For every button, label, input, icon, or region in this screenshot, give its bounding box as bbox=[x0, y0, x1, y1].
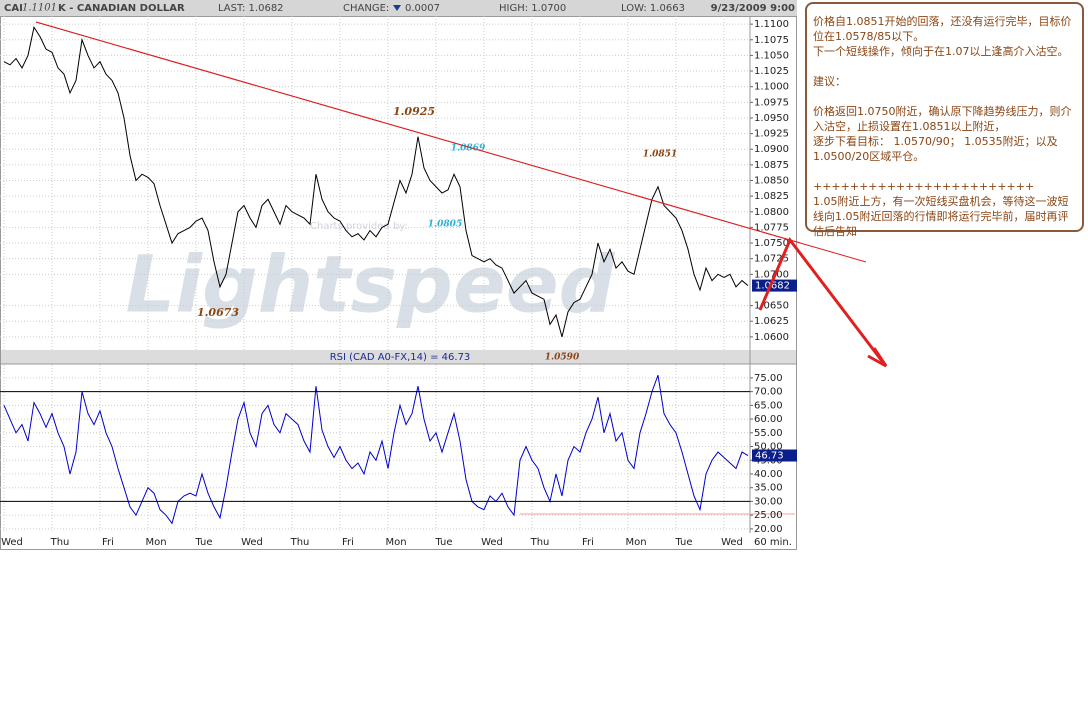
datetime: 9/23/2009 9:00 bbox=[711, 3, 795, 14]
y-tick-label: 75.00 bbox=[754, 373, 783, 384]
y-tick-label: 1.0625 bbox=[754, 316, 789, 327]
x-tick-label: Wed bbox=[241, 537, 263, 548]
y-tick-label: 1.0875 bbox=[754, 160, 789, 171]
x-tick-label: Thu bbox=[290, 537, 310, 548]
watermark-credit: Charts provided by: bbox=[310, 221, 408, 232]
y-tick-label: 35.00 bbox=[754, 483, 783, 494]
y-tick-label: 1.1100 bbox=[754, 19, 789, 30]
symbol: CAI bbox=[4, 3, 23, 14]
y-tick-label: 1.0800 bbox=[754, 207, 789, 218]
x-tick-label: Thu bbox=[530, 537, 550, 548]
instrument: K - CANADIAN DOLLAR bbox=[58, 3, 185, 14]
symbol-marker: 1.1101 bbox=[22, 3, 57, 14]
x-tick-label: Fri bbox=[102, 537, 114, 548]
high: HIGH: 1.0700 bbox=[499, 3, 566, 14]
low: LOW: 1.0663 bbox=[621, 3, 685, 14]
y-tick-label: 65.00 bbox=[754, 400, 783, 411]
change: 0.0007 bbox=[405, 3, 440, 14]
note-line: 价格返回1.0750附近，确认原下降趋势线压力，则介入沽空，止损设置在1.085… bbox=[813, 105, 1072, 133]
last: LAST: 1.0682 bbox=[218, 3, 284, 14]
y-tick-label: 1.0950 bbox=[754, 113, 789, 124]
grid bbox=[0, 16, 750, 533]
x-tick-label: Tue bbox=[194, 537, 212, 548]
annotation: 1.0805 bbox=[428, 220, 462, 230]
y-tick-label: 1.0700 bbox=[754, 269, 789, 280]
y-tick-label: 1.0900 bbox=[754, 144, 789, 155]
y-tick-label: 1.0600 bbox=[754, 332, 789, 343]
note-line: 逐步下看目标： 1.0570/90； 1.0535附近；以及1.0500/20区… bbox=[813, 135, 1058, 163]
rsi-line bbox=[3, 374, 749, 525]
last-value-label: 46.73 bbox=[755, 451, 784, 462]
x-tick-label: Wed bbox=[1, 537, 23, 548]
annotation: 1.0869 bbox=[451, 144, 486, 154]
y-tick-label: 1.0650 bbox=[754, 301, 789, 312]
y-tick-label: 60.00 bbox=[754, 414, 783, 425]
trend-line bbox=[35, 21, 800, 244]
x-tick-label: Mon bbox=[145, 537, 166, 548]
note-line: 建议： bbox=[813, 75, 846, 88]
interval-label: 60 min. bbox=[754, 537, 792, 548]
y-tick-label: 1.0850 bbox=[754, 175, 789, 186]
y-tick-label: 1.0725 bbox=[754, 254, 789, 265]
x-tick-label: Mon bbox=[625, 537, 646, 548]
x-tick-label: Wed bbox=[721, 537, 743, 548]
rsi-title: RSI (CAD A0-FX,14) = 46.73 bbox=[330, 352, 471, 363]
rsi-title-bar bbox=[0, 350, 797, 364]
y-tick-label: 40.00 bbox=[754, 469, 783, 480]
y-tick-label: 1.0750 bbox=[754, 238, 789, 249]
x-tick-label: Thu bbox=[50, 537, 70, 548]
y-tick-label: 50.00 bbox=[754, 442, 783, 453]
y-tick-label: 1.1025 bbox=[754, 66, 789, 77]
y-tick-label: 1.1050 bbox=[754, 50, 789, 61]
x-tick-label: Fri bbox=[342, 537, 354, 548]
chart: CAI 1.1101 K - CANADIAN DOLLAR LAST: 1.0… bbox=[0, 0, 800, 550]
note-box: 价格自1.0851开始的回落，还没有运行完毕，目标价位在1.0578/85以下。… bbox=[805, 2, 1084, 238]
annotation: 1.0590 bbox=[545, 353, 580, 363]
y-tick-label: 1.0775 bbox=[754, 222, 789, 233]
note-line: 价格自1.0851开始的回落，还没有运行完毕，目标价位在1.0578/85以下。 bbox=[813, 15, 1072, 43]
arrow-head bbox=[867, 347, 888, 368]
annotation: 1.0851 bbox=[643, 150, 677, 160]
x-tick-label: Mon bbox=[385, 537, 406, 548]
x-tick-label: Tue bbox=[674, 537, 692, 548]
y-tick-label: 1.0825 bbox=[754, 191, 789, 202]
y-tick-label: 20.00 bbox=[754, 524, 783, 535]
down-arrow bbox=[393, 5, 401, 11]
x-tick-label: Tue bbox=[434, 537, 452, 548]
y-tick-label: 1.1000 bbox=[754, 82, 789, 93]
change-label: CHANGE: bbox=[343, 3, 389, 14]
x-tick-label: Fri bbox=[582, 537, 594, 548]
x-tick-label: Wed bbox=[481, 537, 503, 548]
note-line: ++++++++++++++++++++++++ bbox=[813, 180, 1035, 193]
y-tick-label: 1.0925 bbox=[754, 129, 789, 140]
y-tick-label: 1.0975 bbox=[754, 97, 789, 108]
y-tick-label: 30.00 bbox=[754, 496, 783, 507]
note-line: 下一个短线操作，倾向于在1.07以上逢高介入沽空。 bbox=[813, 45, 1069, 58]
last-value-box bbox=[752, 449, 797, 462]
last-value-label: 1.0682 bbox=[755, 281, 790, 292]
note-line: 1.05附近上方，有一次短线买盘机会，等待这一波短线向1.05附近回落的行情即将… bbox=[813, 195, 1069, 238]
y-tick-label: 25.00 bbox=[754, 510, 783, 521]
y-tick-label: 1.1075 bbox=[754, 35, 789, 46]
annotation: 1.0925 bbox=[393, 105, 435, 118]
y-tick-label: 70.00 bbox=[754, 387, 783, 398]
annotation: 1.0673 bbox=[197, 306, 239, 319]
y-tick-label: 55.00 bbox=[754, 428, 783, 439]
